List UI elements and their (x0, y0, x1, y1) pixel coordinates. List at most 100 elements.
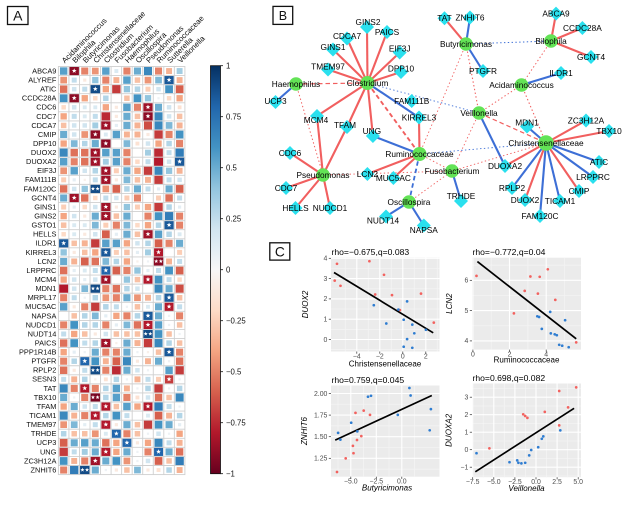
svg-text:−2: −2 (376, 354, 384, 361)
svg-text:CDC7: CDC7 (36, 112, 56, 121)
svg-text:Veillonella: Veillonella (508, 484, 545, 493)
svg-text:UCP3: UCP3 (264, 96, 287, 106)
svg-text:ZNHIT6: ZNHIT6 (31, 465, 57, 474)
svg-text:Butyricimonas: Butyricimonas (440, 39, 492, 49)
svg-text:2: 2 (465, 412, 469, 419)
svg-text:NAPSA: NAPSA (31, 311, 56, 320)
svg-text:DUOX2: DUOX2 (511, 195, 540, 205)
svg-text:6: 6 (465, 278, 469, 285)
svg-text:RPLP2: RPLP2 (499, 183, 526, 193)
svg-text:TRHDE: TRHDE (31, 429, 57, 438)
svg-text:Ruminococcaceae: Ruminococcaceae (494, 356, 560, 365)
svg-text:3: 3 (324, 276, 328, 283)
svg-text:CMIP: CMIP (569, 186, 590, 196)
svg-text:−7.5: −7.5 (466, 479, 480, 486)
svg-text:TICAM1: TICAM1 (29, 411, 56, 420)
svg-text:CDCA7: CDCA7 (31, 121, 56, 130)
svg-text:DUOX2: DUOX2 (31, 148, 56, 157)
svg-text:1.50: 1.50 (314, 434, 328, 441)
svg-text:−5.0: −5.0 (487, 479, 501, 486)
svg-text:4: 4 (544, 352, 548, 359)
svg-text:ALYREF: ALYREF (28, 76, 57, 85)
svg-text:RPLP2: RPLP2 (33, 366, 56, 375)
svg-text:ATIC: ATIC (40, 85, 57, 94)
svg-text:CMIP: CMIP (38, 130, 57, 139)
svg-text:TRHDE: TRHDE (447, 191, 476, 201)
svg-text:B: B (279, 9, 287, 23)
svg-text:0: 0 (471, 352, 475, 359)
svg-text:TICAM1: TICAM1 (545, 196, 576, 206)
svg-text:KIRREL3: KIRREL3 (402, 112, 437, 122)
svg-text:−5.0: −5.0 (344, 479, 358, 486)
svg-text:EIF3J: EIF3J (389, 43, 411, 53)
svg-text:GINS1: GINS1 (34, 203, 56, 212)
svg-text:TAT: TAT (437, 13, 451, 23)
svg-text:MDN1: MDN1 (35, 284, 56, 293)
svg-text:Haemophilus: Haemophilus (272, 79, 320, 89)
svg-text:1.75: 1.75 (314, 412, 328, 419)
svg-text:4: 4 (465, 338, 469, 345)
svg-text:UCP3: UCP3 (37, 438, 57, 447)
svg-text:GSTO1: GSTO1 (31, 221, 56, 230)
svg-text:ABCA9: ABCA9 (542, 8, 570, 18)
svg-text:5: 5 (465, 308, 469, 315)
svg-text:A: A (13, 8, 23, 24)
svg-text:rho=−0.772,q=0.04: rho=−0.772,q=0.04 (473, 247, 546, 257)
svg-text:2.5: 2.5 (552, 479, 562, 486)
svg-text:Acidaminococcus: Acidaminococcus (489, 80, 554, 90)
svg-text:ILDR1: ILDR1 (35, 239, 56, 248)
svg-text:HELLS: HELLS (33, 230, 56, 239)
svg-text:PTGFR: PTGFR (469, 66, 497, 76)
svg-text:5.0: 5.0 (573, 479, 583, 486)
svg-text:TFAM: TFAM (37, 402, 57, 411)
svg-text:NUDCD1: NUDCD1 (313, 203, 348, 213)
svg-text:UNG: UNG (40, 447, 57, 456)
svg-text:GCNT4: GCNT4 (577, 52, 606, 62)
svg-text:1.25: 1.25 (314, 456, 328, 463)
svg-text:Clostridium: Clostridium (347, 78, 389, 88)
svg-text:rho=−0.675,q=0.083: rho=−0.675,q=0.083 (332, 247, 410, 257)
svg-text:ZNHIT6: ZNHIT6 (300, 417, 309, 447)
svg-text:1: 1 (324, 317, 328, 324)
svg-text:CDCA7: CDCA7 (333, 31, 362, 41)
svg-text:FAM120C: FAM120C (24, 184, 58, 193)
svg-text:MCM4: MCM4 (35, 275, 57, 284)
svg-text:NUDT14: NUDT14 (367, 215, 400, 225)
svg-text:0: 0 (401, 354, 405, 361)
svg-text:LCN2: LCN2 (357, 169, 379, 179)
svg-text:DPP10: DPP10 (388, 63, 415, 73)
svg-text:−1: −1 (461, 465, 469, 472)
svg-text:MUC5AC: MUC5AC (376, 173, 411, 183)
svg-text:1: 1 (226, 61, 230, 70)
svg-text:2.00: 2.00 (314, 391, 328, 398)
svg-text:ZC3H12A: ZC3H12A (24, 456, 57, 465)
svg-text:−2.5: −2.5 (508, 479, 522, 486)
svg-text:NUDT14: NUDT14 (28, 329, 57, 338)
svg-text:TBX10: TBX10 (596, 126, 622, 136)
svg-text:−4: −4 (353, 354, 361, 361)
svg-text:FAM120C: FAM120C (522, 211, 559, 221)
svg-text:CCDC28A: CCDC28A (563, 23, 602, 33)
svg-text:DUOXA2: DUOXA2 (26, 157, 56, 166)
svg-text:2: 2 (324, 296, 328, 303)
svg-text:1: 1 (465, 430, 469, 437)
svg-text:Oscillospira: Oscillospira (388, 197, 431, 207)
svg-text:DUOX2: DUOX2 (301, 290, 310, 318)
svg-text:GINS2: GINS2 (356, 17, 381, 27)
svg-text:LRPPRC: LRPPRC (576, 172, 610, 182)
svg-text:3: 3 (465, 395, 469, 402)
svg-text:−0.5: −0.5 (226, 367, 242, 376)
svg-text:FAM111B: FAM111B (394, 96, 430, 106)
svg-text:−1: −1 (226, 469, 235, 478)
svg-text:LRPPRC: LRPPRC (26, 266, 57, 275)
svg-text:ABCA9: ABCA9 (32, 66, 56, 75)
svg-text:MDN1: MDN1 (515, 117, 539, 127)
svg-text:GINS2: GINS2 (34, 212, 56, 221)
svg-text:CDC7: CDC7 (275, 183, 298, 193)
svg-text:Christensenellaceae: Christensenellaceae (349, 360, 422, 369)
svg-text:TMEM97: TMEM97 (311, 61, 345, 71)
svg-text:PPP1R14B: PPP1R14B (19, 348, 56, 357)
svg-text:NAPSA: NAPSA (410, 225, 439, 235)
svg-text:GINS1: GINS1 (321, 42, 346, 52)
svg-text:SESN3: SESN3 (32, 375, 56, 384)
